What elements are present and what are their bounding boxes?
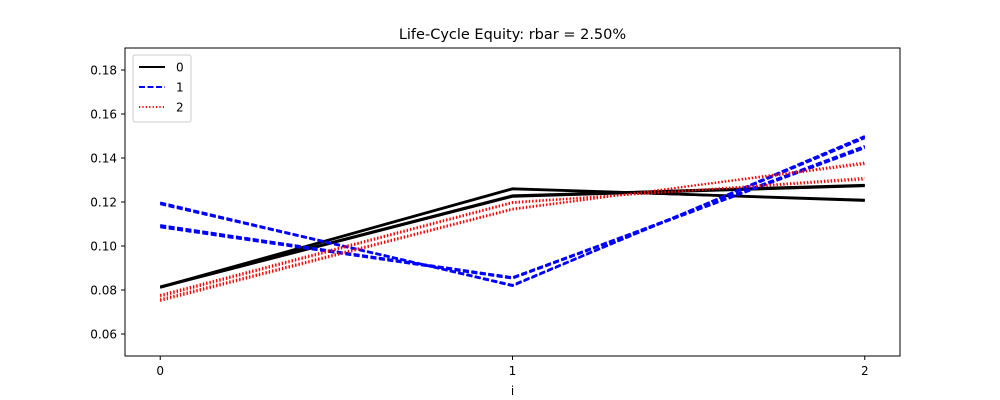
legend-box [132, 54, 192, 123]
legend-label-2: 2 [176, 101, 184, 115]
legend-label-1: 1 [176, 81, 184, 95]
series-0-line [159, 187, 865, 288]
y-tick-label: 0.10 [90, 240, 117, 254]
chart-title: Life-Cycle Equity: rbar = 2.50% [399, 27, 626, 43]
series-layer [159, 135, 866, 302]
y-tick-label: 0.14 [90, 152, 117, 166]
y-tick-label: 0.06 [90, 328, 117, 342]
series-1-line [160, 136, 866, 286]
x-axis-label: i [511, 384, 514, 398]
x-tick-label: 0 [156, 364, 164, 378]
y-axis: 0.06 0.08 0.10 0.12 0.14 0.16 0.18 [90, 64, 125, 342]
series-2-line [159, 178, 865, 296]
x-axis: 0 1 2 [156, 356, 869, 378]
legend: 0 1 2 [132, 54, 192, 123]
legend-label-0: 0 [176, 61, 184, 75]
y-tick-label: 0.08 [90, 284, 117, 298]
series-1-line [160, 146, 866, 279]
x-tick-label: 1 [509, 364, 517, 378]
x-tick-label: 2 [861, 364, 869, 378]
y-tick-label: 0.18 [90, 64, 117, 78]
y-tick-label: 0.12 [90, 196, 117, 210]
y-tick-label: 0.16 [90, 108, 117, 122]
series-1 [159, 135, 866, 288]
series-2-line [159, 161, 865, 302]
series-2 [159, 161, 865, 302]
